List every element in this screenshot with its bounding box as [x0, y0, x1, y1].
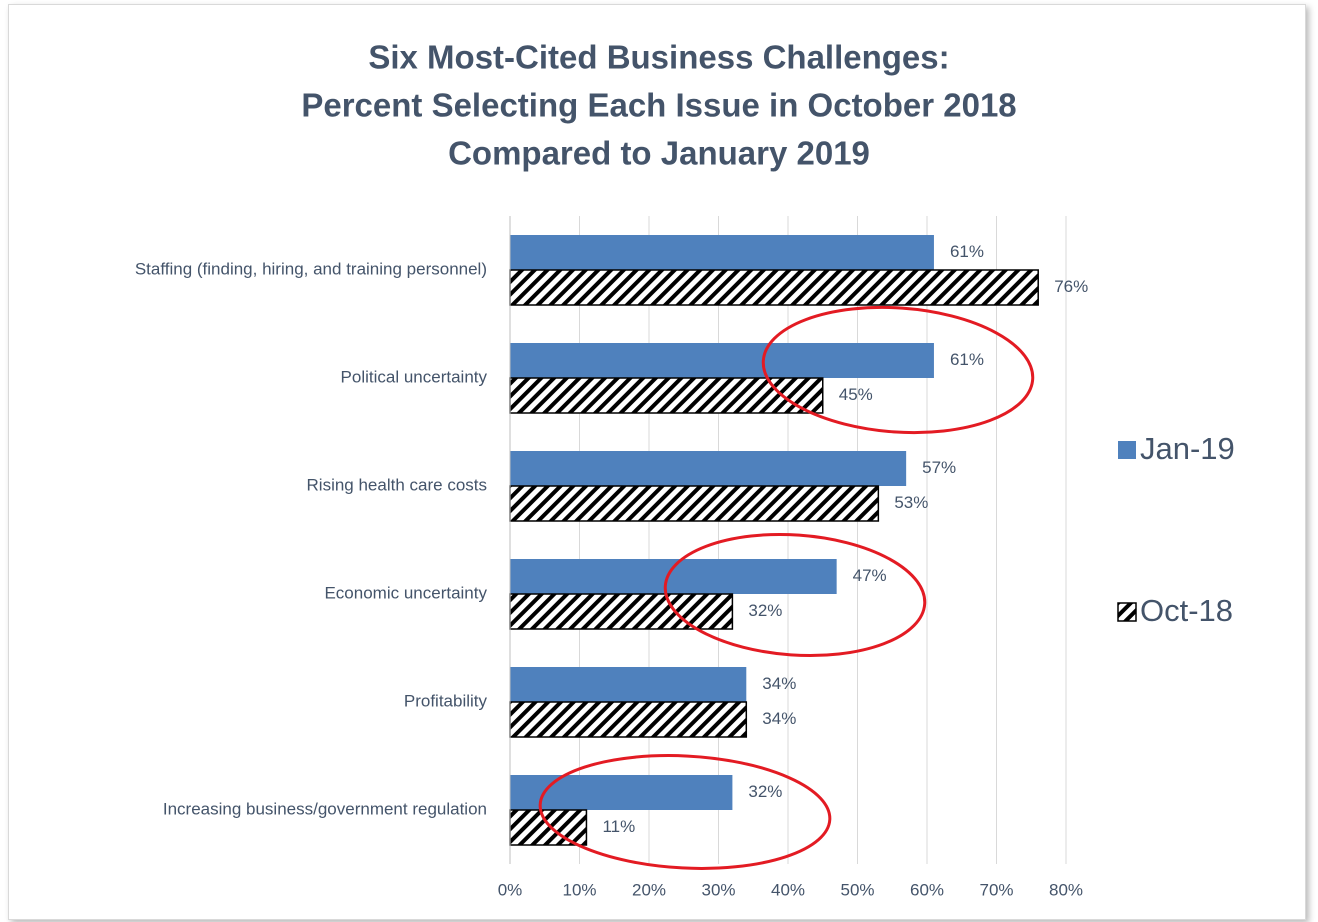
highlight-ellipse [761, 305, 1035, 435]
grid [509, 216, 1067, 864]
bar [510, 559, 837, 594]
bar [510, 343, 934, 378]
legend-swatch [1118, 441, 1136, 459]
value-label: 61% [950, 242, 984, 261]
x-tick-label: 70% [979, 880, 1013, 899]
value-label: 32% [748, 782, 782, 801]
annotation-circles [538, 305, 1035, 870]
y-tick-label: Profitability [404, 691, 488, 710]
legend-label: Oct-18 [1140, 593, 1233, 628]
bar [510, 235, 934, 270]
value-label: 45% [839, 385, 873, 404]
bar [510, 667, 747, 702]
x-tick-label: 20% [632, 880, 666, 899]
value-label: 32% [748, 601, 782, 620]
chart-title: Compared to January 2019 [448, 135, 870, 172]
y-tick-label: Economic uncertainty [324, 583, 487, 602]
legend-swatch [1117, 602, 1137, 622]
x-tick-label: 40% [771, 880, 805, 899]
value-label: 76% [1054, 277, 1088, 296]
value-label: 57% [922, 458, 956, 477]
bar [510, 775, 733, 810]
y-tick-label: Rising health care costs [307, 475, 487, 494]
chart-title: Percent Selecting Each Issue in October … [301, 87, 1016, 124]
highlight-ellipse [538, 754, 832, 870]
value-label: 34% [762, 674, 796, 693]
y-tick-label: Staffing (finding, hiring, and training … [135, 259, 487, 278]
x-tick-label: 0% [498, 880, 523, 899]
marks [509, 235, 1039, 846]
y-tick-label: Increasing business/government regulatio… [163, 799, 487, 818]
bar [509, 593, 734, 630]
chart-title: Six Most-Cited Business Challenges: [368, 39, 949, 76]
value-label: 34% [762, 709, 796, 728]
value-label: 47% [853, 566, 887, 585]
value-label: 53% [894, 493, 928, 512]
bar [509, 269, 1039, 306]
bar [509, 485, 880, 522]
x-tick-label: 30% [701, 880, 735, 899]
bar [510, 451, 907, 486]
bar [509, 377, 824, 414]
x-tick-label: 80% [1049, 880, 1083, 899]
legend-label: Jan-19 [1140, 431, 1235, 466]
x-tick-label: 50% [840, 880, 874, 899]
value-label: 61% [950, 350, 984, 369]
value-label: 11% [602, 817, 635, 836]
bar [509, 701, 748, 738]
y-tick-label: Political uncertainty [341, 367, 488, 386]
x-tick-label: 60% [910, 880, 944, 899]
x-tick-label: 10% [562, 880, 596, 899]
highlight-ellipse [663, 532, 927, 658]
bar [509, 809, 588, 846]
